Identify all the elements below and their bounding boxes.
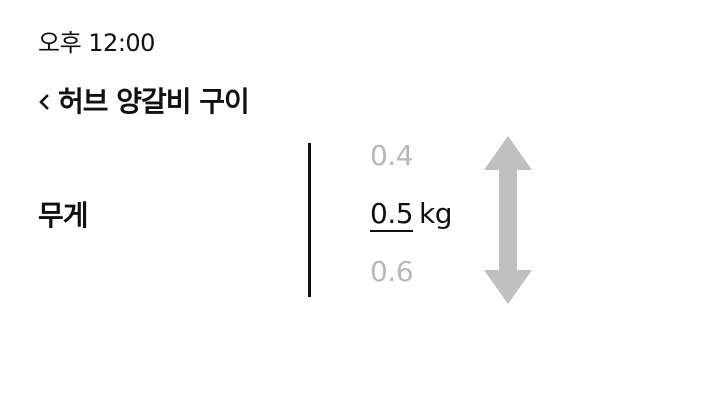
status-time: 오후 12:00 bbox=[38, 29, 155, 57]
picker-current-value[interactable]: 0.5 kg bbox=[370, 196, 453, 232]
chevron-left-icon bbox=[36, 92, 52, 112]
up-down-arrow-icon[interactable] bbox=[484, 136, 532, 304]
weight-label: 무게 bbox=[38, 199, 89, 232]
picker-previous-value[interactable]: 0.4 bbox=[370, 139, 414, 172]
back-button[interactable]: 허브 양갈비 구이 bbox=[36, 84, 250, 120]
weight-picker[interactable]: 0.4 0.5 kg 0.6 bbox=[370, 138, 480, 298]
page-title: 허브 양갈비 구이 bbox=[58, 85, 250, 118]
picker-unit: kg bbox=[419, 197, 453, 230]
picker-current-number: 0.5 bbox=[370, 197, 414, 232]
vertical-divider bbox=[308, 143, 311, 297]
picker-next-value[interactable]: 0.6 bbox=[370, 255, 414, 288]
